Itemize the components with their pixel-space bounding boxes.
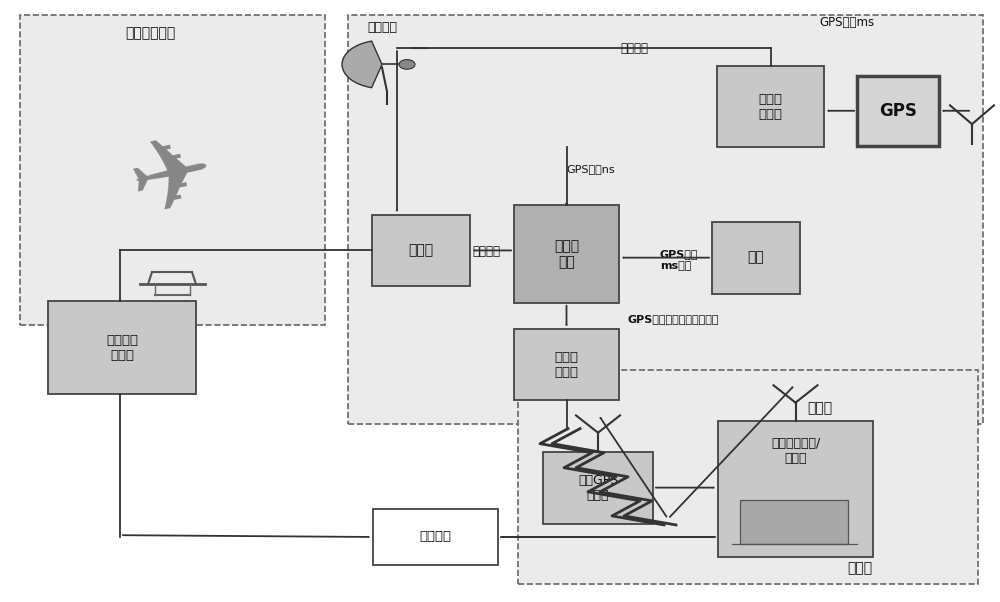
Text: 控制中心: 控制中心 bbox=[420, 530, 452, 544]
FancyBboxPatch shape bbox=[740, 500, 848, 544]
Text: 使能信号: 使能信号 bbox=[472, 245, 500, 258]
FancyBboxPatch shape bbox=[514, 205, 619, 303]
FancyBboxPatch shape bbox=[373, 509, 498, 565]
FancyBboxPatch shape bbox=[712, 222, 800, 294]
FancyBboxPatch shape bbox=[348, 15, 983, 424]
FancyBboxPatch shape bbox=[718, 421, 873, 557]
Text: GPS时间ms: GPS时间ms bbox=[820, 16, 875, 29]
FancyBboxPatch shape bbox=[48, 301, 196, 394]
FancyBboxPatch shape bbox=[857, 76, 939, 146]
Text: 待测机载天线: 待测机载天线 bbox=[125, 26, 175, 40]
Wedge shape bbox=[342, 41, 382, 88]
Circle shape bbox=[399, 60, 415, 69]
FancyBboxPatch shape bbox=[518, 370, 978, 584]
Text: GPS时间、位置、波形数据: GPS时间、位置、波形数据 bbox=[628, 314, 720, 324]
Text: 无人机: 无人机 bbox=[807, 402, 833, 415]
Text: GPS时间
ms位置: GPS时间 ms位置 bbox=[660, 249, 698, 271]
Text: ✈: ✈ bbox=[121, 125, 223, 237]
Text: GPS: GPS bbox=[879, 102, 917, 120]
Text: 嵌入式
模块: 嵌入式 模块 bbox=[554, 239, 579, 269]
Text: 矢量网络
分析仪: 矢量网络 分析仪 bbox=[106, 334, 138, 362]
Text: 辅助天线: 辅助天线 bbox=[367, 20, 397, 34]
FancyBboxPatch shape bbox=[543, 452, 653, 524]
Text: 地面端数据链/
遥控器: 地面端数据链/ 遥控器 bbox=[771, 437, 820, 465]
FancyBboxPatch shape bbox=[717, 66, 824, 147]
Text: 机载端
数据链: 机载端 数据链 bbox=[554, 351, 578, 379]
Text: 信号源: 信号源 bbox=[408, 243, 434, 258]
Text: 飞控: 飞控 bbox=[748, 250, 764, 265]
Text: 地面站: 地面站 bbox=[847, 562, 873, 576]
FancyBboxPatch shape bbox=[20, 15, 325, 325]
FancyBboxPatch shape bbox=[514, 329, 619, 400]
Text: 频率基准: 频率基准 bbox=[620, 42, 648, 55]
Text: 差分GPS
地面站: 差分GPS 地面站 bbox=[578, 474, 618, 501]
FancyBboxPatch shape bbox=[372, 215, 470, 286]
Text: 同步时
钟模块: 同步时 钟模块 bbox=[759, 93, 782, 121]
Text: GPS时间ns: GPS时间ns bbox=[566, 164, 615, 173]
